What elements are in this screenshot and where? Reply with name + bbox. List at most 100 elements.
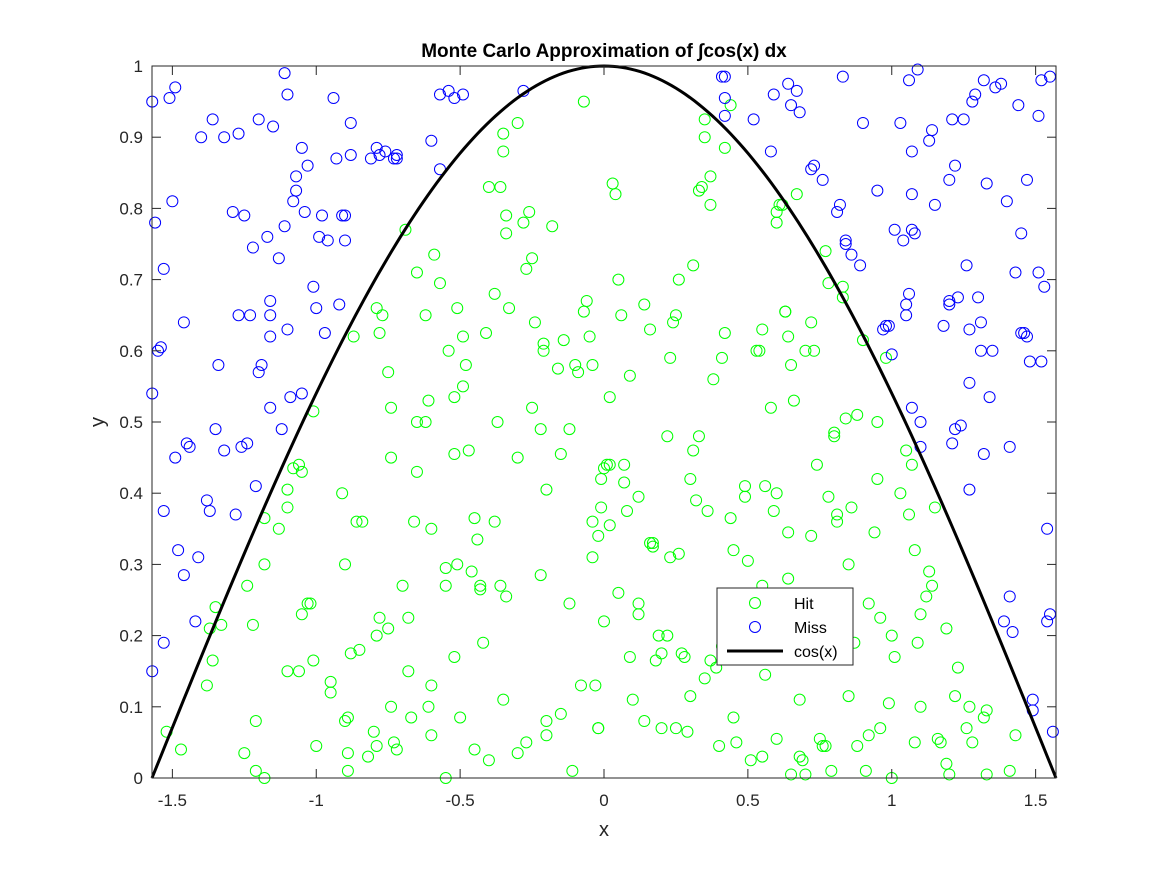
hit-point bbox=[900, 444, 913, 457]
y-tick-label: 0.3 bbox=[119, 555, 143, 574]
miss-point bbox=[954, 419, 967, 432]
miss-point bbox=[767, 88, 780, 101]
hit-point bbox=[644, 323, 657, 336]
y-axis-ticks: 0 0.1 0.2 0.3 0.4 0.5 0.6 0.7 0.8 0.9 1 bbox=[119, 57, 1056, 788]
miss-point bbox=[206, 113, 219, 126]
miss-point bbox=[1035, 74, 1048, 87]
y-tick-label: 0.5 bbox=[119, 413, 143, 432]
hit-point bbox=[831, 508, 844, 521]
hit-point bbox=[1009, 729, 1022, 742]
hit-point bbox=[569, 359, 582, 372]
hit-point bbox=[402, 611, 415, 624]
miss-point bbox=[1032, 109, 1045, 122]
hit-point bbox=[828, 426, 841, 439]
miss-point bbox=[974, 344, 987, 357]
legend-hit-marker bbox=[749, 597, 761, 609]
hit-point bbox=[457, 330, 470, 343]
hit-point bbox=[241, 579, 254, 592]
hit-point bbox=[805, 529, 818, 542]
hit-point bbox=[557, 334, 570, 347]
miss-point bbox=[1015, 227, 1028, 240]
miss-point bbox=[1020, 330, 1033, 343]
miss-point bbox=[327, 92, 340, 105]
miss-point bbox=[974, 316, 987, 329]
miss-point bbox=[957, 113, 970, 126]
hit-point bbox=[462, 444, 475, 457]
miss-point bbox=[379, 145, 392, 158]
hit-point bbox=[603, 519, 616, 532]
hit-point bbox=[500, 227, 513, 240]
hit-point bbox=[963, 700, 976, 713]
miss-point bbox=[321, 234, 334, 247]
miss-point bbox=[192, 551, 205, 564]
hit-point bbox=[603, 391, 616, 404]
hit-point bbox=[451, 302, 464, 315]
miss-point bbox=[330, 152, 343, 165]
hit-point bbox=[175, 743, 188, 756]
x-tick-label: 1.5 bbox=[1024, 791, 1048, 810]
miss-point bbox=[1000, 195, 1013, 208]
hit-point bbox=[894, 487, 907, 500]
x-tick-label: 0.5 bbox=[736, 791, 760, 810]
miss-point bbox=[310, 302, 323, 315]
miss-point bbox=[370, 141, 383, 154]
miss-point bbox=[249, 480, 262, 493]
hit-point bbox=[382, 366, 395, 379]
hit-point bbox=[793, 693, 806, 706]
miss-point bbox=[344, 149, 357, 161]
hit-point bbox=[551, 362, 564, 375]
legend: Hit Miss cos(x) bbox=[716, 587, 854, 666]
hit-point bbox=[534, 569, 547, 582]
miss-point bbox=[218, 444, 231, 457]
miss-point bbox=[344, 116, 357, 129]
hit-point bbox=[764, 401, 777, 414]
hit-point bbox=[500, 209, 513, 222]
hit-point bbox=[523, 205, 536, 218]
hit-point bbox=[678, 650, 691, 663]
hit-point bbox=[385, 700, 398, 713]
hit-point bbox=[652, 629, 665, 642]
hit-point bbox=[831, 515, 844, 528]
hit-point bbox=[511, 747, 524, 760]
hit-point bbox=[698, 113, 711, 126]
hit-point bbox=[482, 754, 495, 767]
miss-point bbox=[995, 77, 1008, 90]
hit-point bbox=[301, 597, 314, 610]
miss-point bbox=[295, 141, 308, 154]
hit-point bbox=[546, 220, 559, 233]
y-tick-label: 0.7 bbox=[119, 271, 143, 290]
miss-point bbox=[888, 223, 901, 236]
hit-point bbox=[577, 95, 590, 108]
hit-point bbox=[687, 444, 700, 457]
hit-point bbox=[503, 302, 516, 315]
miss-point bbox=[295, 387, 308, 400]
miss-point bbox=[983, 391, 996, 404]
hit-point bbox=[520, 262, 533, 275]
miss-point bbox=[986, 344, 999, 357]
miss-point bbox=[264, 330, 277, 343]
x-tick-label: 0 bbox=[599, 791, 608, 810]
hit-point bbox=[586, 515, 599, 528]
hit-point bbox=[770, 487, 783, 500]
hit-point bbox=[451, 558, 464, 571]
miss-point bbox=[278, 67, 291, 80]
hit-point bbox=[661, 430, 674, 443]
hit-point bbox=[718, 141, 731, 154]
hit-point bbox=[825, 764, 838, 777]
hit-point bbox=[787, 394, 800, 407]
hit-point bbox=[845, 501, 858, 514]
hit-point bbox=[592, 722, 605, 735]
miss-point bbox=[149, 216, 162, 229]
hit-point bbox=[618, 458, 631, 471]
miss-point bbox=[1041, 522, 1054, 535]
hit-point bbox=[387, 736, 400, 749]
hit-point bbox=[439, 561, 452, 574]
hit-point bbox=[344, 647, 357, 660]
hit-point bbox=[598, 462, 610, 475]
hit-point bbox=[623, 650, 636, 663]
hit-point bbox=[376, 309, 389, 322]
miss-point bbox=[1003, 590, 1016, 603]
chart-title: Monte Carlo Approximation of ∫cos(x) dx bbox=[421, 41, 787, 62]
